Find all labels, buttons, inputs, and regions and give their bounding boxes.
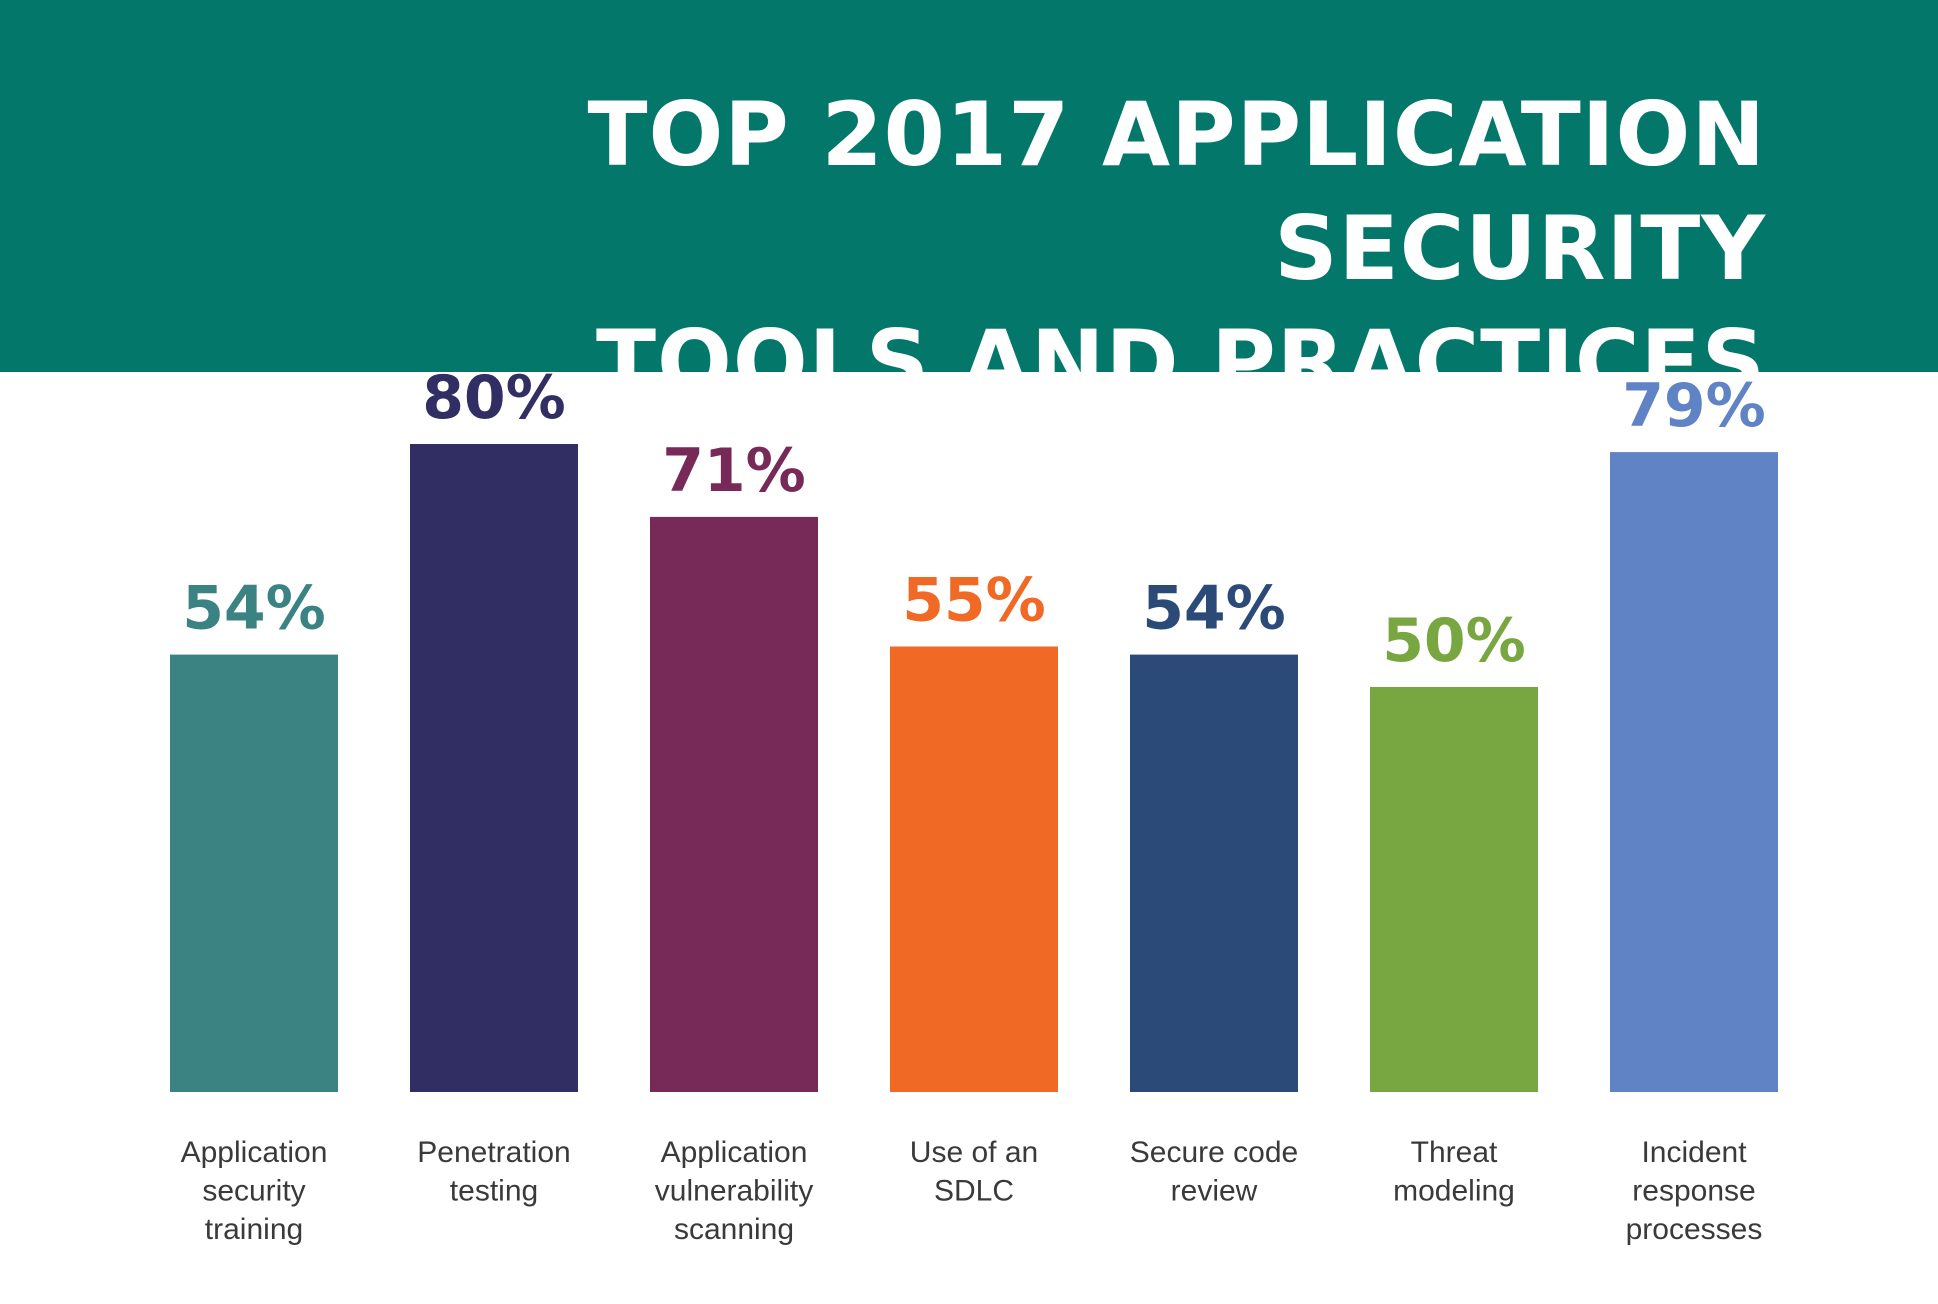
category-label-line: testing — [450, 1175, 538, 1208]
bar-4 — [890, 646, 1058, 1092]
category-label-1: Application security training — [181, 1136, 328, 1246]
bar-2 — [410, 444, 578, 1092]
title-banner: TOP 2017 APPLICATION SECURITY TOOLS AND … — [0, 0, 1938, 414]
category-label-line: vulnerability — [655, 1175, 813, 1208]
page-title: TOP 2017 APPLICATION SECURITY TOOLS AND … — [66, 78, 1766, 420]
category-label-line: Penetration — [417, 1136, 570, 1169]
bar-value-label-3: 71% — [662, 436, 806, 506]
bar-6 — [1370, 687, 1538, 1092]
bar-1 — [170, 654, 338, 1092]
category-label-line: SDLC — [934, 1175, 1014, 1208]
category-label-line: modeling — [1393, 1175, 1515, 1208]
bar-7 — [1610, 452, 1778, 1093]
category-label-line: scanning — [674, 1213, 794, 1246]
category-label-line: Use of an — [910, 1136, 1038, 1169]
bar-value-label-1: 54% — [182, 574, 326, 644]
category-label-line: Application — [181, 1136, 328, 1169]
category-label-line: Incident — [1641, 1136, 1747, 1169]
bar-value-label-5: 54% — [1142, 574, 1286, 644]
category-label-2: Penetration testing — [417, 1136, 570, 1208]
title-line-1: TOP 2017 APPLICATION SECURITY — [587, 83, 1766, 300]
category-label-line: review — [1171, 1175, 1258, 1208]
bar-value-label-4: 55% — [902, 566, 1046, 636]
category-label-6: Threat modeling — [1393, 1136, 1515, 1208]
bar-3 — [650, 516, 818, 1092]
category-label-line: response — [1632, 1175, 1755, 1208]
category-label-line: Threat — [1411, 1136, 1498, 1169]
category-label-7: Incident response processes — [1626, 1136, 1763, 1246]
category-label-line: security — [202, 1175, 305, 1208]
category-label-5: Secure code review — [1130, 1136, 1298, 1208]
bar-value-label-7: 79% — [1622, 371, 1766, 441]
bar-value-label-2: 80% — [422, 363, 566, 433]
category-label-line: processes — [1626, 1213, 1763, 1246]
bar-5 — [1130, 654, 1298, 1092]
title-line-2: TOOLS AND PRACTICES — [596, 311, 1766, 414]
bar-value-label-6: 50% — [1382, 606, 1526, 676]
category-label-line: training — [205, 1213, 303, 1246]
category-label-line: Secure code — [1130, 1136, 1298, 1169]
category-label-4: Use of an SDLC — [910, 1136, 1038, 1208]
category-label-3: Application vulnerability scanning — [655, 1136, 813, 1246]
category-label-line: Application — [661, 1136, 808, 1169]
